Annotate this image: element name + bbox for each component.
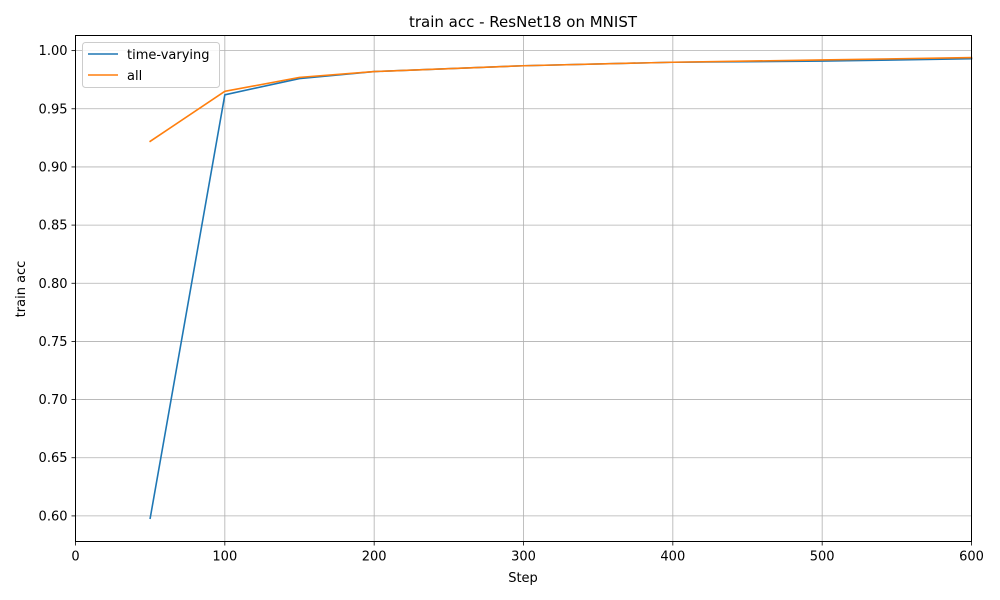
chart-title: train acc - ResNet18 on MNIST — [409, 13, 638, 31]
x-axis-label: Step — [508, 571, 538, 586]
y-axis: 0.60 0.65 0.70 0.75 0.80 0.85 0.90 0.95 1.00 — [39, 44, 76, 524]
grid-lines — [75, 35, 972, 542]
series-lines — [149, 56, 973, 520]
y-tick-label: 0.85 — [39, 219, 68, 234]
y-tick-label: 0.60 — [39, 509, 68, 524]
y-tick-label: 0.75 — [39, 335, 68, 350]
y-axis-label: train acc — [14, 261, 29, 318]
legend: time-varying all — [82, 42, 220, 88]
y-tick-label: 0.70 — [39, 393, 68, 408]
x-tick-label: 500 — [810, 550, 835, 565]
y-tick-label: 0.65 — [39, 451, 68, 466]
x-tick-label: 200 — [362, 550, 387, 565]
y-tick-label: 0.95 — [39, 102, 68, 117]
legend-label-time-varying: time-varying — [127, 48, 210, 63]
y-tick-label: 0.90 — [39, 160, 68, 175]
x-tick-label: 300 — [511, 550, 536, 565]
x-tick-label: 600 — [959, 550, 984, 565]
x-axis: 0 100 200 300 400 500 600 — [71, 541, 984, 565]
series-line-all — [149, 56, 973, 143]
x-tick-label: 0 — [71, 550, 79, 565]
legend-label-all: all — [127, 69, 142, 84]
y-tick-label: 1.00 — [39, 44, 68, 59]
y-tick-label: 0.80 — [39, 277, 68, 292]
series-line-time-varying — [149, 57, 973, 520]
x-tick-label: 400 — [660, 550, 685, 565]
x-tick-label: 100 — [212, 550, 237, 565]
